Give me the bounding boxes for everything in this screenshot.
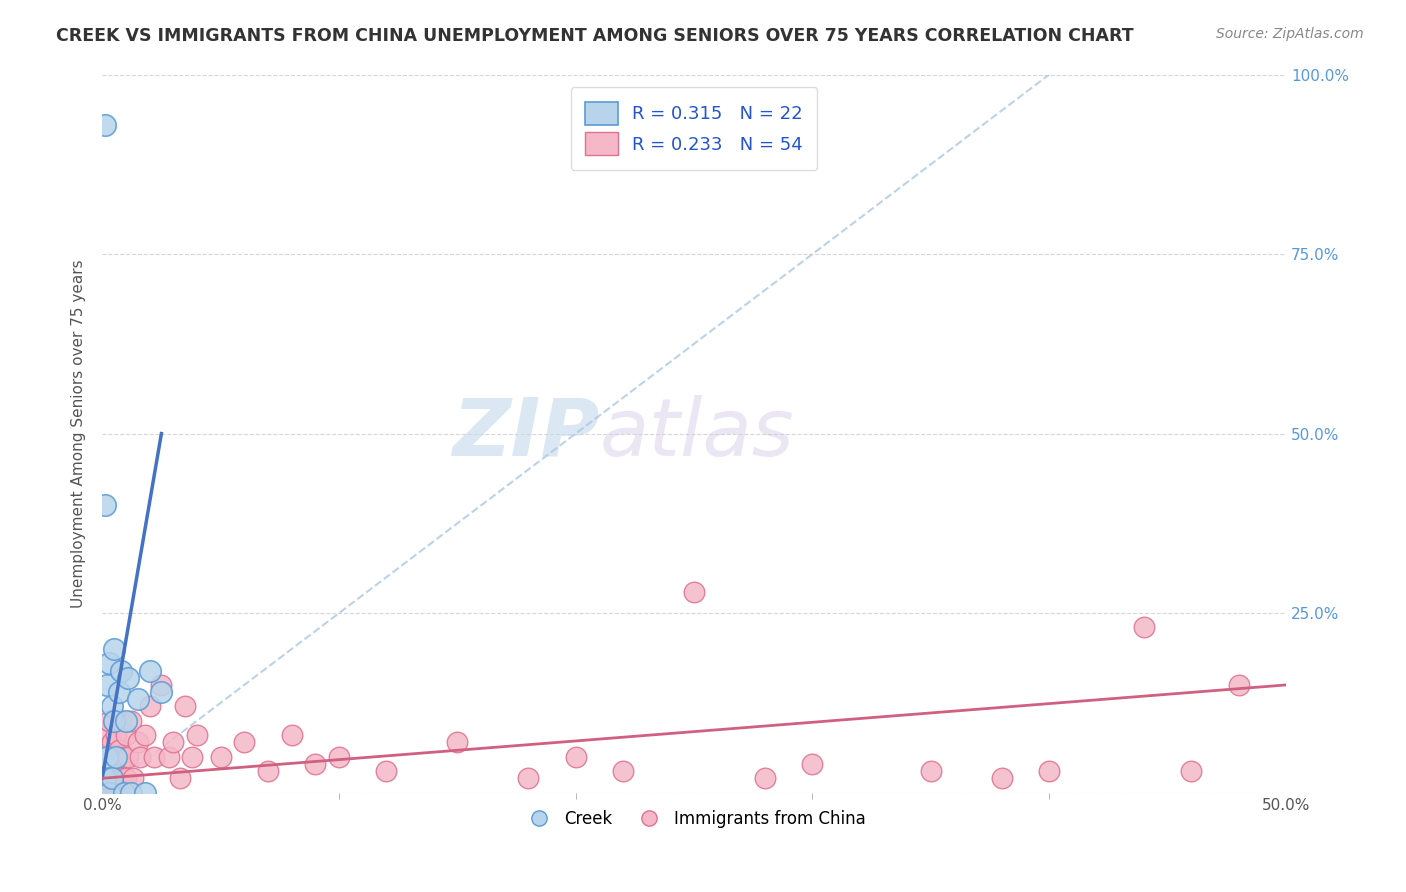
Point [105, 728, 128, 742]
Point [115, 714, 138, 728]
Point [129, 749, 152, 764]
Point [134, 786, 156, 800]
Point [122, 772, 145, 786]
Point [612, 764, 634, 778]
Point [115, 728, 138, 742]
Point [181, 749, 204, 764]
Point [304, 756, 326, 771]
Point [564, 749, 586, 764]
Point [801, 756, 824, 771]
Point [174, 699, 197, 714]
Point [96, 749, 118, 764]
Point [98, 714, 121, 728]
Point [105, 786, 128, 800]
Point [157, 749, 180, 764]
Point [110, 772, 132, 786]
Point [446, 735, 468, 749]
Text: atlas: atlas [599, 394, 794, 473]
Point [1180, 764, 1202, 778]
Point [103, 714, 125, 728]
Point [103, 756, 125, 771]
Point [120, 786, 142, 800]
Point [169, 772, 191, 786]
Text: CREEK VS IMMIGRANTS FROM CHINA UNEMPLOYMENT AMONG SENIORS OVER 75 YEARS CORRELAT: CREEK VS IMMIGRANTS FROM CHINA UNEMPLOYM… [56, 27, 1133, 45]
Point [110, 664, 132, 678]
Point [280, 728, 302, 742]
Point [209, 749, 232, 764]
Point [683, 584, 706, 599]
Point [328, 749, 350, 764]
Point [150, 678, 173, 692]
Point [1227, 678, 1250, 692]
Point [112, 749, 135, 764]
Point [96, 728, 118, 742]
Point [257, 764, 280, 778]
Point [754, 772, 776, 786]
Point [112, 786, 135, 800]
Point [100, 735, 122, 749]
Point [138, 664, 160, 678]
Point [105, 749, 128, 764]
Point [127, 735, 149, 749]
Point [1038, 764, 1060, 778]
Point [107, 742, 129, 756]
Point [98, 657, 121, 671]
Y-axis label: Unemployment Among Seniors over 75 years: Unemployment Among Seniors over 75 years [72, 260, 86, 608]
Point [233, 735, 256, 749]
Point [150, 685, 173, 699]
Point [162, 735, 184, 749]
Point [117, 671, 139, 685]
Legend: Creek, Immigrants from China: Creek, Immigrants from China [516, 804, 872, 835]
Point [186, 728, 208, 742]
Point [93, 118, 115, 132]
Point [375, 764, 398, 778]
Point [1133, 620, 1156, 634]
Point [115, 772, 138, 786]
Point [100, 699, 122, 714]
Point [991, 772, 1014, 786]
Point [100, 772, 122, 786]
Point [134, 728, 156, 742]
Point [103, 714, 125, 728]
Point [117, 749, 139, 764]
Point [103, 642, 125, 657]
Point [91, 772, 114, 786]
Text: ZIP: ZIP [451, 394, 599, 473]
Point [517, 772, 540, 786]
Point [96, 772, 118, 786]
Point [93, 786, 115, 800]
Point [93, 749, 115, 764]
Text: Source: ZipAtlas.com: Source: ZipAtlas.com [1216, 27, 1364, 41]
Point [138, 699, 160, 714]
Point [93, 772, 115, 786]
Point [98, 786, 121, 800]
Point [920, 764, 942, 778]
Point [127, 692, 149, 706]
Point [100, 772, 122, 786]
Point [110, 714, 132, 728]
Point [107, 685, 129, 699]
Point [143, 749, 166, 764]
Point [98, 786, 121, 800]
Point [93, 499, 115, 513]
Point [120, 714, 142, 728]
Point [96, 678, 118, 692]
